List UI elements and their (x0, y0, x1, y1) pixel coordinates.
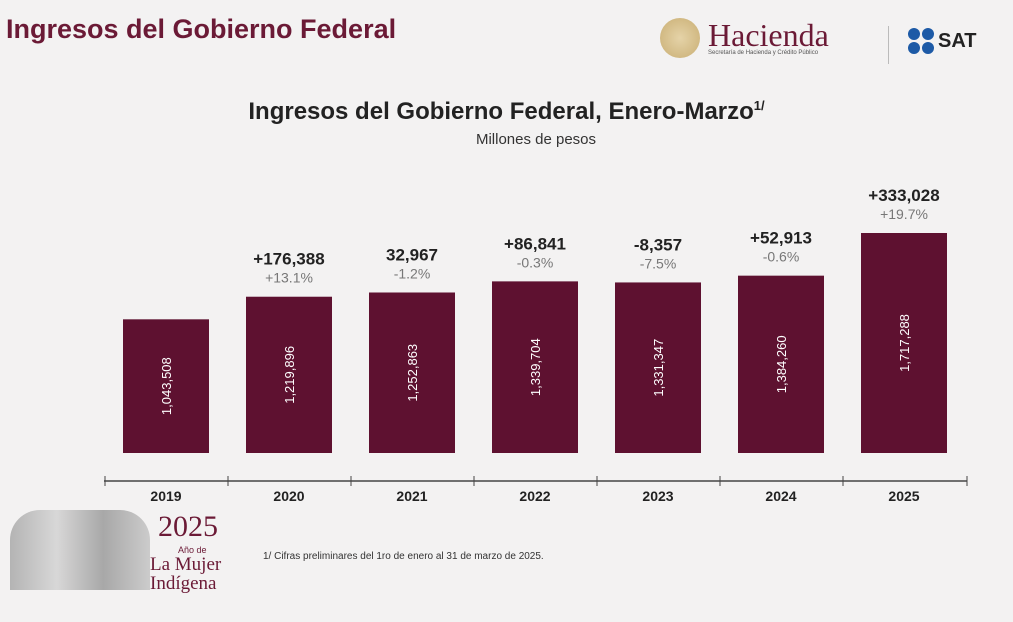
pct-change-label: +13.1% (265, 270, 313, 286)
mujer-indigena-logo: 2025 Año de La Mujer Indígena (10, 505, 240, 595)
logo-line1: Año de (178, 545, 207, 555)
logo-divider (888, 26, 889, 64)
bar-value-label: 1,331,347 (651, 339, 666, 397)
women-illustration (10, 510, 150, 590)
seal-icon (660, 18, 700, 58)
x-tick-label: 2025 (888, 488, 919, 504)
pct-change-label: -0.6% (763, 249, 800, 265)
logo-year: 2025 (158, 510, 218, 543)
page-title: Ingresos del Gobierno Federal (6, 14, 397, 44)
sat-dots-icon (908, 28, 934, 54)
logo-text: La Mujer Indígena (150, 554, 222, 594)
change-label: 32,967 (386, 245, 438, 264)
bar-value-label: 1,252,863 (405, 344, 420, 402)
bar (738, 275, 824, 453)
bar-value-label: 1,339,704 (528, 338, 543, 396)
chart-title: Ingresos del Gobierno Federal, Enero-Mar… (248, 98, 765, 125)
sat-logo: SAT (908, 28, 977, 54)
bar (123, 319, 209, 453)
pct-change-label: +19.7% (880, 206, 928, 222)
bar (861, 233, 947, 453)
x-tick-label: 2023 (642, 488, 673, 504)
pct-change-label: -7.5% (640, 255, 677, 271)
bar (492, 281, 578, 453)
bar-value-label: 1,384,260 (774, 335, 789, 393)
change-label: +176,388 (253, 250, 324, 269)
bar (246, 296, 332, 453)
hacienda-subtitle: Secretaría de Hacienda y Crédito Público (708, 50, 819, 56)
change-label: +333,028 (868, 186, 939, 205)
x-tick-label: 2024 (765, 488, 796, 504)
change-label: +86,841 (504, 234, 566, 253)
x-tick-label: 2021 (396, 488, 427, 504)
x-tick-label: 2022 (519, 488, 550, 504)
bar (369, 292, 455, 453)
change-label: -8,357 (634, 235, 682, 254)
pct-change-label: -1.2% (394, 265, 431, 281)
pct-change-label: -0.3% (517, 254, 554, 270)
change-label: +52,913 (750, 229, 812, 248)
chart-subtitle: Millones de pesos (475, 131, 597, 148)
x-tick-label: 2019 (150, 488, 181, 504)
sat-name: SAT (938, 29, 977, 52)
hacienda-name: Hacienda (708, 17, 829, 53)
bar-value-label: 1,717,288 (897, 314, 912, 372)
bar (615, 282, 701, 453)
bar-value-label: 1,043,508 (159, 357, 174, 415)
bar-value-label: 1,219,896 (282, 346, 297, 404)
footnote: 1/ Cifras preliminares del 1ro de enero … (263, 551, 544, 562)
x-tick-label: 2020 (273, 488, 304, 504)
hacienda-logo: Hacienda Secretaría de Hacienda y Crédit… (660, 18, 829, 58)
